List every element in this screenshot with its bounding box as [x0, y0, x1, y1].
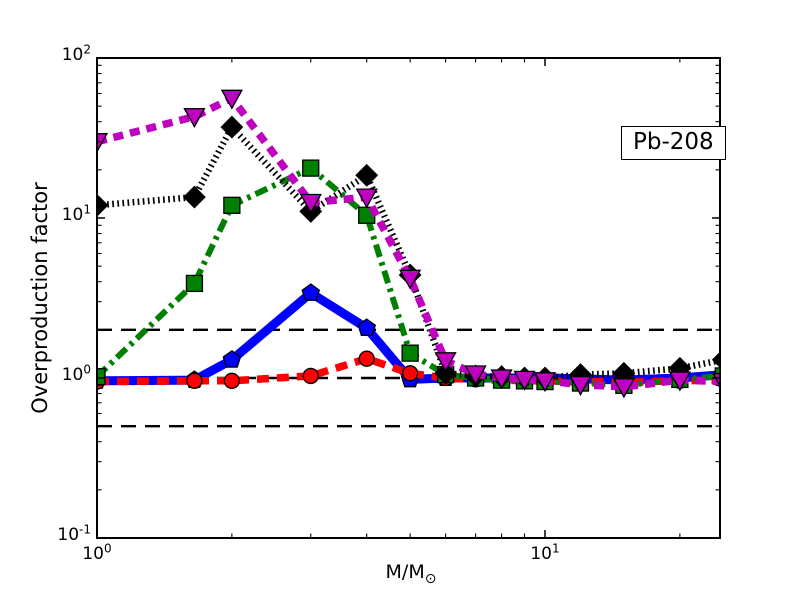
- sun-symbol: ⊙: [424, 570, 437, 587]
- square-marker: [302, 159, 320, 177]
- triangle-down-marker: [355, 188, 378, 209]
- y-tick-label: 10-1: [57, 522, 91, 545]
- triangle-down-marker: [398, 269, 422, 290]
- y-tick-label: 102: [61, 42, 91, 65]
- triangle-down-marker: [434, 352, 457, 373]
- triangle-down-marker: [220, 89, 244, 110]
- triangle-down-marker: [299, 193, 322, 214]
- series-magenta-dashed: [97, 89, 720, 399]
- square-marker: [401, 344, 419, 362]
- x-axis-title: M/M⊙: [385, 561, 437, 586]
- series-magenta-dashed-markers: [97, 89, 720, 399]
- diamond-marker: [97, 193, 109, 217]
- triangle-down-marker: [490, 369, 513, 390]
- pentagon-marker: [357, 318, 377, 337]
- triangle-down-marker: [612, 378, 636, 399]
- x-tick-label: 101: [530, 541, 560, 564]
- plot-frame: [96, 57, 721, 539]
- triangle-down-marker: [183, 107, 206, 128]
- diamond-marker: [182, 185, 206, 209]
- circle-marker: [401, 365, 419, 382]
- circle-marker: [186, 372, 203, 389]
- triangle-down-marker: [668, 371, 692, 392]
- y-axis-title: Overproduction factor: [28, 182, 52, 414]
- plot-content: [97, 89, 720, 428]
- diamond-marker: [711, 351, 720, 368]
- square-marker: [97, 367, 106, 386]
- diamond-marker: [220, 115, 244, 139]
- y-tick-label: 101: [61, 202, 91, 225]
- isotope-label-box: Pb-208: [621, 126, 726, 160]
- circle-marker: [223, 372, 241, 389]
- series-black-dotted-line: [97, 121, 720, 382]
- square-marker: [185, 274, 204, 293]
- triangle-down-marker: [97, 133, 109, 154]
- circle-marker: [358, 350, 375, 367]
- y-tick-label: 100: [61, 362, 91, 385]
- square-marker: [223, 196, 241, 214]
- triangle-down-marker: [712, 372, 720, 387]
- pentagon-marker: [301, 283, 321, 301]
- triangle-down-marker: [464, 365, 487, 386]
- pentagon-marker: [222, 349, 242, 368]
- x-axis-title-main: M/M: [385, 561, 425, 583]
- diamond-marker: [355, 163, 379, 187]
- x-tick-label: 100: [82, 541, 112, 564]
- triangle-down-marker: [533, 372, 557, 393]
- triangle-down-marker: [513, 370, 536, 391]
- triangle-down-marker: [569, 375, 592, 396]
- diamond-marker: [434, 361, 458, 385]
- circle-marker: [302, 367, 319, 385]
